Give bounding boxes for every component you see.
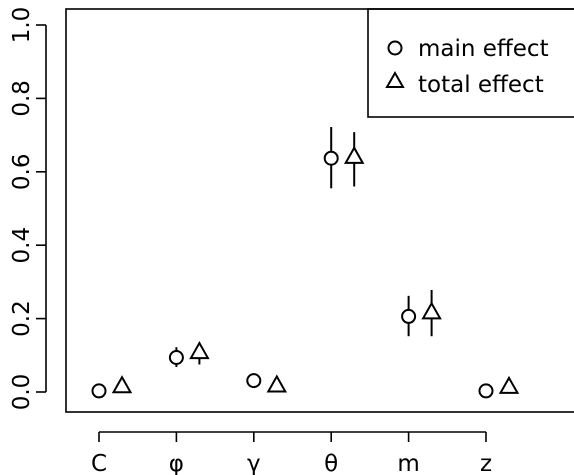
x-tick-label: C	[91, 451, 107, 475]
y-tick-label: 0.6	[9, 154, 35, 191]
x-tick-label: z	[480, 451, 492, 475]
y-axis: 0.0 0.2 0.4 0.6 0.8 1.0	[9, 7, 47, 411]
total-effect-point	[343, 145, 365, 164]
total-effect-point	[189, 341, 210, 360]
main-effect-point	[478, 383, 494, 399]
y-tick-label: 1.0	[9, 7, 35, 44]
y-tick-label: 0.4	[9, 227, 35, 264]
y-tick-label: 0.2	[9, 300, 35, 337]
y-tick-label: 0.8	[9, 80, 35, 117]
x-tick-label: γ	[247, 451, 261, 475]
x-tick-label: θ	[324, 451, 338, 475]
main-effect-point	[168, 350, 184, 366]
total-effect-point	[266, 374, 288, 393]
legend-circle-icon	[387, 40, 403, 56]
main-effect-point	[401, 308, 417, 324]
main-effect-point	[246, 373, 262, 389]
data-marks	[91, 127, 520, 399]
total-effect-point	[111, 375, 133, 394]
legend-box	[367, 8, 574, 118]
total-effect-point	[421, 301, 442, 320]
plot-frame	[65, 8, 574, 413]
main-effect-point	[91, 383, 107, 399]
total-effect-point	[498, 375, 520, 394]
main-effect-point	[323, 150, 339, 166]
x-tick-label: m	[397, 451, 419, 475]
legend: main effect total effect	[367, 8, 574, 118]
legend-label-total: total effect	[418, 72, 544, 98]
legend-triangle-icon	[385, 70, 405, 88]
y-tick-label: 0.0	[9, 374, 35, 411]
legend-label-main: main effect	[418, 36, 549, 62]
x-tick-label: φ	[169, 451, 184, 475]
